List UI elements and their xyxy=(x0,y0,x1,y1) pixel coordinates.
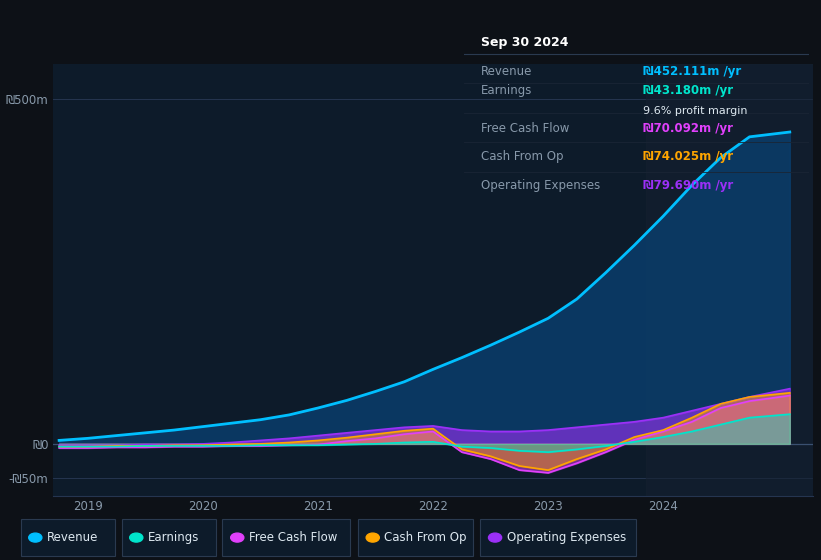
Text: Revenue: Revenue xyxy=(481,64,533,77)
Text: Cash From Op: Cash From Op xyxy=(481,150,563,163)
Text: Operating Expenses: Operating Expenses xyxy=(507,531,626,544)
Text: ₪74.025m /yr: ₪74.025m /yr xyxy=(643,150,733,163)
Text: Earnings: Earnings xyxy=(481,83,533,96)
Text: ₪452.111m /yr: ₪452.111m /yr xyxy=(643,64,741,77)
Text: Earnings: Earnings xyxy=(148,531,200,544)
Text: Free Cash Flow: Free Cash Flow xyxy=(481,122,570,134)
Text: Revenue: Revenue xyxy=(47,531,99,544)
Text: ₪79.690m /yr: ₪79.690m /yr xyxy=(643,179,733,192)
Bar xyxy=(646,64,813,496)
Text: 9.6% profit margin: 9.6% profit margin xyxy=(643,106,748,116)
Text: Cash From Op: Cash From Op xyxy=(384,531,466,544)
Text: Sep 30 2024: Sep 30 2024 xyxy=(481,36,569,49)
Text: ₪70.092m /yr: ₪70.092m /yr xyxy=(643,122,733,134)
Text: Free Cash Flow: Free Cash Flow xyxy=(249,531,337,544)
Text: ₪43.180m /yr: ₪43.180m /yr xyxy=(643,83,733,96)
Text: Operating Expenses: Operating Expenses xyxy=(481,179,600,192)
